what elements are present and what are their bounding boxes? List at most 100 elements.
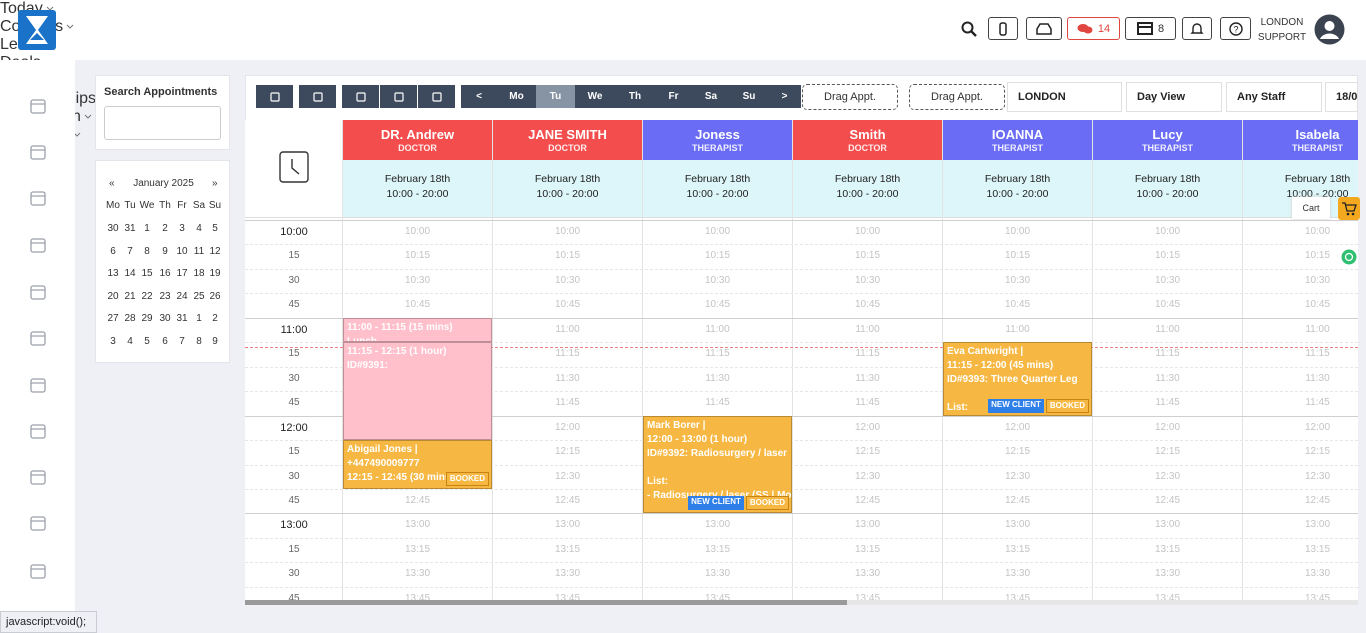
day-button[interactable]: Mo <box>497 85 536 108</box>
cal-day[interactable]: 20 <box>107 290 119 302</box>
cal-day[interactable]: 8 <box>196 336 202 347</box>
cal-day[interactable]: 31 <box>176 313 188 325</box>
cal-day[interactable]: 15 <box>141 268 153 280</box>
cal-day[interactable]: 1 <box>144 223 150 234</box>
staff-header[interactable]: Smith DOCTOR <box>793 120 942 160</box>
slot-label[interactable]: 10:30 <box>1304 274 1331 286</box>
appointment[interactable]: Eva Cartwright | 11:15 - 12:00 (45 mins) I… <box>943 342 1092 416</box>
cal-day[interactable]: 27 <box>107 313 119 325</box>
cal-day[interactable]: 28 <box>124 313 136 325</box>
scrollbar-thumb[interactable] <box>245 600 847 605</box>
slot-label[interactable]: 13:30 <box>554 568 581 580</box>
slot-label[interactable]: 10:45 <box>1154 299 1181 311</box>
slot-label[interactable]: 13:15 <box>404 543 431 555</box>
slot-label[interactable]: 13:00 <box>1154 519 1181 531</box>
slot-label[interactable]: 10:15 <box>1154 250 1181 262</box>
slot-label[interactable]: 11:15 <box>705 348 730 360</box>
messages-button[interactable]: 14 <box>1067 17 1120 40</box>
slot-label[interactable]: 11:30 <box>555 372 580 384</box>
slot-label[interactable]: 10:00 <box>1154 226 1181 237</box>
cart-button[interactable] <box>1338 197 1360 220</box>
drag-appointment[interactable]: Drag Appt. <box>802 84 898 110</box>
slot-label[interactable]: 10:30 <box>1154 274 1181 286</box>
day-button[interactable]: We <box>575 85 615 108</box>
cal-day[interactable]: 7 <box>127 245 133 257</box>
slot-label[interactable]: 10:15 <box>1304 250 1331 262</box>
slot-label[interactable]: 10:45 <box>704 299 731 311</box>
slot-label[interactable]: 10:30 <box>1004 274 1031 286</box>
cal-day[interactable]: 23 <box>159 290 171 302</box>
slot-label[interactable]: 12:15 <box>554 446 581 458</box>
staff-header[interactable]: Joness THERAPIST <box>643 120 792 160</box>
staff-header[interactable]: Isabela THERAPIST <box>1243 120 1358 160</box>
slot-label[interactable]: 12:30 <box>1154 470 1181 482</box>
day-button[interactable]: > <box>768 85 801 108</box>
nav-item[interactable]: Deals <box>0 54 1366 72</box>
slot-label[interactable]: 12:00 <box>1154 421 1181 433</box>
cal-day[interactable]: 6 <box>162 336 168 347</box>
staff-header[interactable]: IOANNA THERAPIST <box>943 120 1092 160</box>
slot-label[interactable]: 12:30 <box>554 470 581 482</box>
slot-label[interactable]: 13:15 <box>1304 543 1331 555</box>
slot-label[interactable]: 10:00 <box>1004 226 1031 237</box>
slot-label[interactable]: 10:45 <box>1004 299 1031 311</box>
slot-label[interactable]: 13:15 <box>1004 543 1031 555</box>
search-icon[interactable] <box>961 21 977 37</box>
sidebar-icon[interactable] <box>29 562 47 580</box>
slot-label[interactable]: 10:00 <box>854 226 881 237</box>
slot-label[interactable]: 12:00 <box>1004 421 1031 433</box>
slot-label[interactable]: 12:45 <box>404 494 431 506</box>
cal-day[interactable]: 22 <box>141 290 153 302</box>
cal-day[interactable]: 9 <box>212 336 218 347</box>
sidebar-icon[interactable] <box>29 376 47 394</box>
slot-label[interactable]: 10:45 <box>404 299 431 311</box>
sidebar-icon[interactable] <box>29 422 47 440</box>
cal-day[interactable]: 16 <box>159 268 171 280</box>
tool-button[interactable] <box>418 85 455 108</box>
avatar[interactable] <box>1314 14 1345 45</box>
search-input[interactable] <box>104 106 221 140</box>
slot-label[interactable]: 13:30 <box>1304 568 1331 580</box>
cal-day[interactable]: 3 <box>179 223 185 234</box>
cal-prev[interactable]: « <box>109 178 115 189</box>
staff-header[interactable]: Lucy THERAPIST <box>1093 120 1242 160</box>
slot-label[interactable]: 11:00 <box>1005 323 1030 335</box>
slot-label[interactable]: 13:45 <box>554 592 581 600</box>
slot-label[interactable]: 10:15 <box>1004 250 1031 262</box>
slot-label[interactable]: 13:30 <box>1004 568 1031 580</box>
sidebar-icon[interactable] <box>29 236 47 254</box>
slot-label[interactable]: 10:15 <box>704 250 731 262</box>
cal-day[interactable]: 31 <box>124 223 136 234</box>
slot-label[interactable]: 10:45 <box>554 299 581 311</box>
slot-label[interactable]: 13:00 <box>1004 519 1031 531</box>
select-view[interactable]: Day View <box>1126 82 1222 112</box>
staff-header[interactable]: DR. Andrew DOCTOR <box>343 120 492 160</box>
store-button[interactable]: 8 <box>1125 17 1176 40</box>
slot-label[interactable]: 13:45 <box>1004 592 1031 600</box>
cal-day[interactable]: 19 <box>209 268 221 280</box>
cal-day[interactable]: 24 <box>176 290 188 302</box>
cal-day[interactable]: 25 <box>193 290 205 302</box>
slot-label[interactable]: 11:45 <box>855 397 880 409</box>
slot-label[interactable]: 11:45 <box>1155 397 1180 409</box>
day-button[interactable]: < <box>461 85 497 108</box>
cal-day[interactable]: 5 <box>212 223 218 234</box>
select-date[interactable]: 18/02/ <box>1325 82 1358 112</box>
slot-label[interactable]: 12:30 <box>1004 470 1031 482</box>
slot-label[interactable]: 11:00 <box>855 323 880 335</box>
slot-label[interactable]: 10:00 <box>404 226 431 237</box>
slot-label[interactable]: 11:30 <box>1155 372 1180 384</box>
slot-label[interactable]: 10:00 <box>1304 226 1331 237</box>
phone-button[interactable] <box>988 17 1018 40</box>
inbox-button[interactable] <box>1026 17 1062 40</box>
slot-label[interactable]: 13:00 <box>554 519 581 531</box>
tool-button[interactable] <box>342 85 379 108</box>
slot-label[interactable]: 12:45 <box>554 494 581 506</box>
slot-label[interactable]: 10:45 <box>854 299 881 311</box>
slot-label[interactable]: 10:30 <box>854 274 881 286</box>
day-button[interactable]: Fr <box>655 85 692 108</box>
slot-label[interactable]: 11:00 <box>705 323 730 335</box>
select-location[interactable]: LONDON <box>1007 82 1122 112</box>
cal-day[interactable]: 14 <box>124 268 136 280</box>
logo[interactable] <box>18 10 56 50</box>
